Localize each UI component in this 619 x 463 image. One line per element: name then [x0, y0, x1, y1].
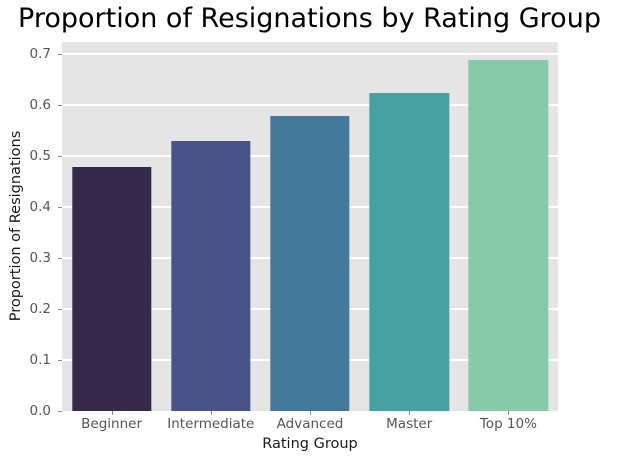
- y-tick-label-0.1: 0.1: [29, 351, 51, 368]
- y-tick-label-0.7: 0.7: [29, 45, 51, 62]
- x-tick-mark-intermediate: [210, 411, 212, 415]
- y-tick-mark-0.1: [58, 359, 62, 361]
- x-tick-label-beginner: Beginner: [62, 411, 161, 432]
- band-intermediate: [161, 42, 260, 411]
- y-tick-label-0.6: 0.6: [29, 96, 51, 113]
- plot-area: [62, 42, 558, 411]
- y-tick-label-0.4: 0.4: [29, 198, 51, 215]
- y-tick-mark-0.5: [58, 155, 62, 157]
- bar-intermediate: [171, 141, 251, 411]
- bar-top-10: [468, 59, 549, 411]
- x-tick-label-top-10: Top 10%: [459, 411, 558, 432]
- y-tick-label-0.3: 0.3: [29, 249, 51, 266]
- x-tick-label-master: Master: [360, 411, 459, 432]
- band-top-10: [459, 42, 558, 411]
- band-advanced: [260, 42, 359, 411]
- y-tick-label-0.5: 0.5: [29, 147, 51, 164]
- y-tick-mark-0.0: [58, 410, 62, 412]
- y-tick-mark-0.3: [58, 257, 62, 259]
- chart-title: Proportion of Resignations by Rating Gro…: [18, 3, 601, 34]
- y-tick-label-0.2: 0.2: [29, 300, 51, 317]
- bar-master: [369, 92, 449, 411]
- x-tick-mark-beginner: [111, 411, 113, 415]
- bar-beginner: [71, 166, 152, 411]
- bar-advanced: [270, 115, 350, 411]
- x-tick-mark-advanced: [310, 411, 311, 415]
- band-beginner: [62, 42, 161, 411]
- x-axis: Beginner Intermediate Advanced Master Top 10…: [62, 411, 558, 432]
- x-tick-label-intermediate: Intermediate: [161, 411, 260, 432]
- x-axis-label: Rating Group: [262, 436, 358, 452]
- bars-container: [62, 42, 558, 411]
- y-tick-label-0.0: 0.0: [29, 402, 51, 419]
- y-tick-mark-0.2: [58, 308, 62, 310]
- y-tick-mark-0.6: [58, 104, 62, 106]
- y-tick-mark-0.7: [58, 53, 62, 55]
- gridline-0.7: [62, 53, 558, 56]
- x-tick-mark-master: [409, 411, 411, 415]
- y-tick-mark-0.4: [58, 206, 62, 208]
- x-tick-label-advanced: Advanced: [260, 411, 359, 432]
- gridline-0.6: [62, 104, 558, 107]
- x-tick-mark-top-10: [508, 411, 510, 415]
- band-master: [360, 42, 459, 411]
- y-axis: 0.0 0.1 0.2 0.3 0.4 0.5 0.6 0.7: [0, 42, 62, 417]
